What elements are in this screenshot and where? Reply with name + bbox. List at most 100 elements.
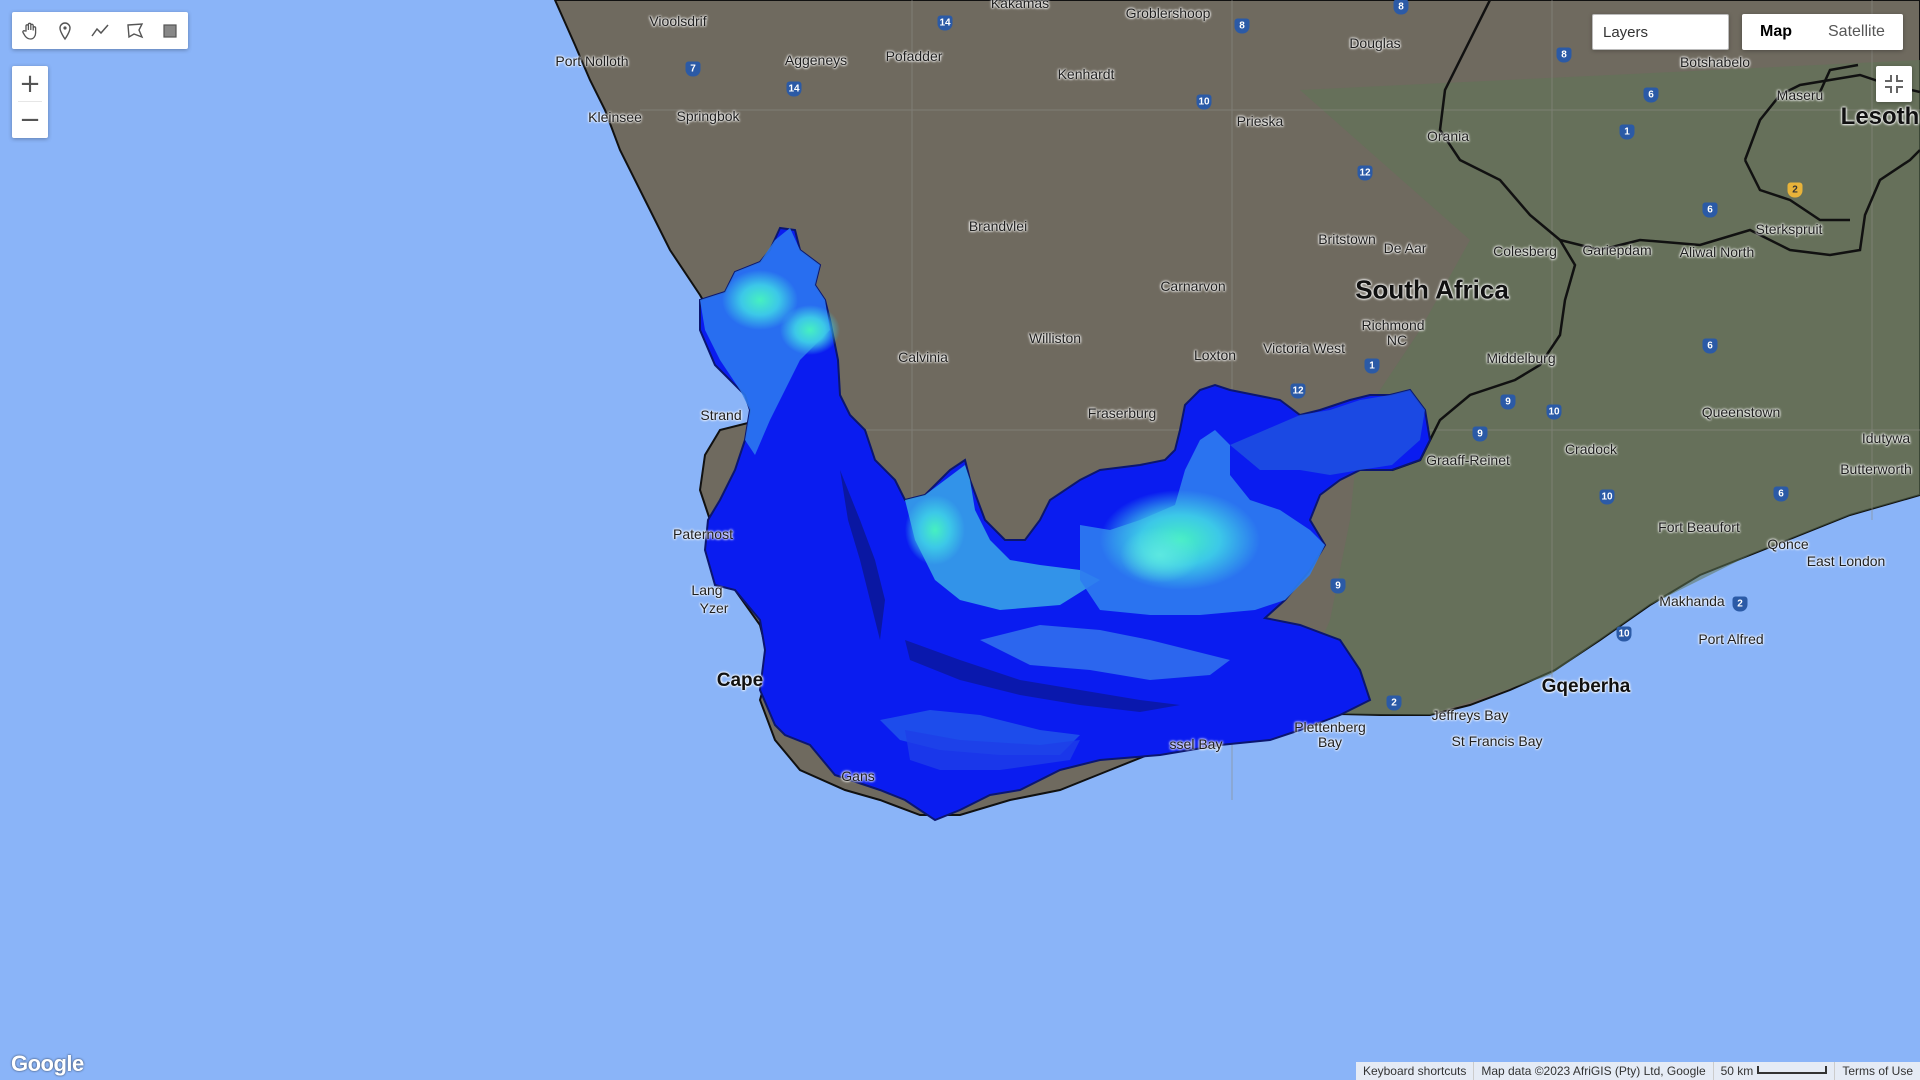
place-label: De Aar	[1383, 240, 1427, 256]
place-label: Williston	[1028, 330, 1082, 346]
place-label: Sterkspruit	[1755, 221, 1823, 237]
map-footer: Keyboard shortcuts Map data ©2023 AfriGI…	[1355, 1062, 1920, 1080]
hand-icon	[21, 22, 36, 40]
scale-label: 50 km	[1720, 1064, 1754, 1078]
place-label: Prieska	[1236, 113, 1284, 129]
eastern-vegetation	[1300, 60, 1920, 715]
route-shield: 14	[786, 81, 802, 97]
line-icon	[90, 24, 109, 36]
place-label: Makhanda	[1659, 593, 1725, 609]
place-label: Calvinia	[898, 349, 948, 365]
polygon-icon	[126, 22, 143, 38]
route-shield: 2	[1386, 695, 1402, 711]
fullscreen-icon	[1885, 75, 1903, 93]
region-label: Lesoth	[1840, 103, 1920, 130]
route-shield: 2	[1787, 182, 1803, 198]
province-borders	[1391, 0, 1920, 472]
place-label: Fort Beaufort	[1658, 519, 1740, 535]
route-shield: 1	[1364, 358, 1380, 374]
place-label: St Francis Bay	[1451, 733, 1543, 749]
route-shield: 12	[1290, 383, 1306, 399]
map-attribution: Map data ©2023 AfriGIS (Pty) Ltd, Google	[1473, 1062, 1712, 1080]
rectangle-icon	[162, 23, 177, 38]
place-label: Gariepdam	[1582, 242, 1652, 258]
ndvi-raster	[699, 226, 1432, 822]
route-shield: 8	[1234, 18, 1250, 34]
route-shield: 10	[1196, 94, 1212, 110]
place-label: Jeffreys Bay	[1431, 707, 1509, 723]
polygon-tool-button[interactable]	[117, 12, 152, 49]
place-label: Richmond	[1361, 317, 1425, 333]
place-label: NC	[1386, 332, 1408, 348]
place-label: Botshabelo	[1679, 54, 1751, 70]
map-type-map-button[interactable]: Map	[1760, 23, 1792, 40]
fullscreen-button[interactable]	[1876, 66, 1912, 102]
place-label: Plettenberg	[1294, 719, 1366, 735]
route-shield: 10	[1616, 626, 1632, 642]
route-shield: 14	[937, 15, 953, 31]
place-label: Colesberg	[1493, 243, 1557, 259]
place-label: Groblershoop	[1125, 5, 1211, 21]
place-label: Victoria West	[1263, 340, 1345, 356]
place-label: Brandvlei	[968, 218, 1028, 234]
rectangle-tool-button[interactable]	[152, 12, 187, 49]
line-tool-button[interactable]	[82, 12, 117, 49]
place-label: Aliwal North	[1679, 244, 1755, 260]
place-label: Butterworth	[1840, 461, 1912, 477]
marker-tool-button[interactable]	[47, 12, 82, 49]
route-shield: 6	[1773, 486, 1789, 502]
route-shield: 6	[1702, 338, 1718, 354]
zoom-in-button[interactable]: +	[19, 68, 41, 99]
place-label: Gans	[841, 768, 875, 784]
terms-link[interactable]: Terms of Use	[1834, 1062, 1920, 1080]
place-label: Middelburg	[1486, 350, 1556, 366]
route-shield: 1	[1619, 124, 1635, 140]
place-label: Bay	[1317, 734, 1343, 750]
keyboard-shortcuts-link[interactable]: Keyboard shortcuts	[1362, 1064, 1467, 1078]
scale-bar	[1757, 1066, 1828, 1075]
route-shield: 6	[1643, 87, 1659, 103]
place-label: Kenhardt	[1057, 66, 1115, 82]
place-label: Vioolsdrif	[649, 13, 707, 29]
place-label: Paternost	[673, 526, 733, 542]
route-shield: 6	[1702, 202, 1718, 218]
place-label: Aggeneys	[784, 52, 848, 68]
place-label: Springbok	[676, 108, 740, 124]
place-label: Lang	[691, 582, 723, 598]
scale-control[interactable]: 50 km	[1712, 1062, 1835, 1080]
route-shield: 8	[1556, 47, 1572, 63]
zoom-out-button[interactable]: −	[19, 104, 41, 135]
place-label: Idutywa	[1861, 430, 1911, 446]
place-label: Maseru	[1776, 87, 1824, 103]
place-label: Cradock	[1564, 441, 1618, 457]
place-label: Orania	[1426, 128, 1470, 144]
pan-tool-button[interactable]	[12, 12, 47, 49]
map-type-control: Map Satellite	[1742, 14, 1903, 50]
route-shield: 10	[1599, 489, 1615, 505]
place-label: Queenstown	[1701, 404, 1781, 420]
route-shield: 9	[1330, 578, 1346, 594]
place-label: Port Alfred	[1698, 631, 1764, 647]
place-label: Yzer	[699, 600, 729, 616]
layers-label: Layers	[1603, 23, 1649, 41]
marker-icon	[58, 21, 71, 40]
google-logo: Google	[11, 1051, 84, 1076]
drawing-toolbar	[12, 12, 188, 49]
zoom-control: + −	[12, 66, 48, 138]
city-label: Cape	[716, 670, 764, 691]
route-shield: 12	[1357, 165, 1373, 181]
place-label: Kakamas	[990, 0, 1050, 11]
country-label: South Africa	[1355, 274, 1509, 305]
route-shield: 9	[1500, 394, 1516, 410]
place-label: Port Nolloth	[555, 53, 629, 69]
city-label: Gqeberha	[1541, 676, 1631, 697]
map-type-satellite-button[interactable]: Satellite	[1828, 23, 1885, 40]
place-label: Carnarvon	[1160, 278, 1226, 294]
layers-dropdown[interactable]: Layers	[1592, 14, 1729, 50]
route-shield: 9	[1472, 426, 1488, 442]
route-shield: 2	[1732, 596, 1748, 612]
place-label: Douglas	[1349, 35, 1401, 51]
place-label: Qonce	[1767, 536, 1809, 552]
